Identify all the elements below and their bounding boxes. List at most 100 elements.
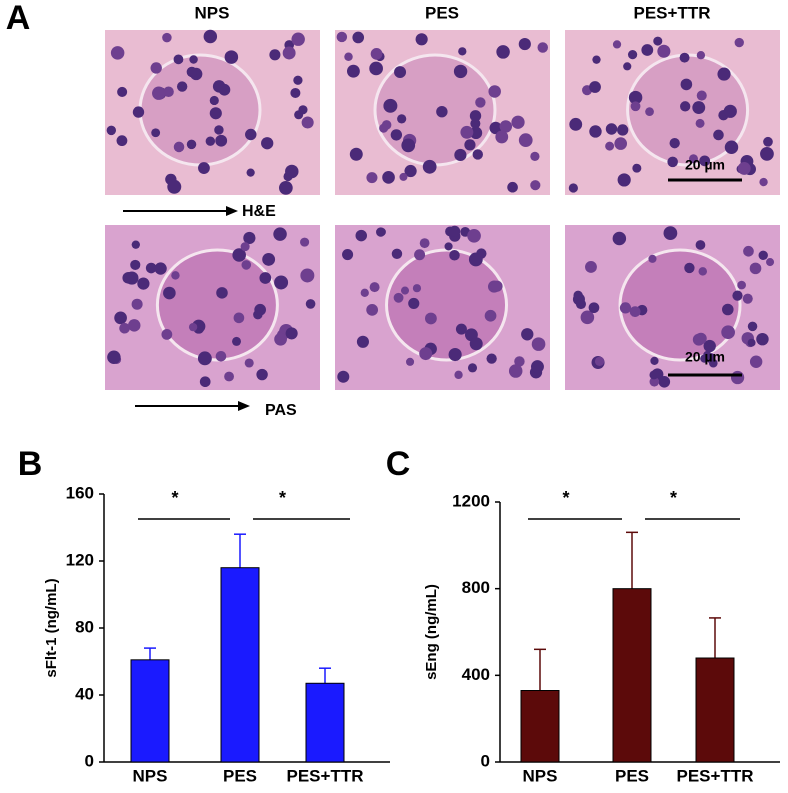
nucleus [369,61,383,76]
nucleus [232,336,242,346]
nucleus [152,86,166,100]
nucleus [401,138,416,153]
nucleus [650,356,659,365]
nucleus [747,321,758,332]
nucleus [518,37,531,51]
nucleus [669,137,680,149]
nucleus [162,32,172,43]
scale-bar-label: 20 µm [685,157,725,173]
nucleus [422,159,437,174]
nucleus [695,240,706,250]
y-tick-label: 40 [75,684,94,703]
nucleus [630,101,641,112]
nucleus [366,304,379,316]
nucleus [300,268,315,283]
nucleus [766,258,775,267]
nucleus [460,125,474,139]
nucleus [254,303,267,316]
nucleus [623,62,632,71]
nucleus [627,49,638,60]
nucleus [484,309,497,322]
y-tick-label: 400 [462,665,490,684]
nucleus [537,42,548,53]
nucleus [723,104,737,118]
nucleus [106,125,117,136]
panel-label: C [386,445,411,483]
nucleus [696,90,707,101]
nucleus [209,107,222,120]
nucleus [688,154,698,164]
nucleus [285,327,298,340]
y-axis-label: sFlt-1 (ng/mL) [43,578,60,677]
nucleus [467,228,481,243]
nucleus [496,45,510,59]
nucleus [116,135,128,147]
nucleus [132,106,145,118]
column-title: NPS [195,3,230,22]
significance-label: * [670,488,677,508]
nucleus [381,120,392,130]
nucleus [464,139,476,151]
nucleus [244,358,254,368]
nucleus [415,33,428,46]
arrow-head [226,206,238,216]
nucleus [612,40,622,49]
y-tick-label: 0 [481,751,490,770]
nucleus [131,240,140,249]
nucleus [628,90,643,105]
nucleus [695,118,705,128]
nucleus [167,179,182,194]
nucleus [414,249,426,261]
y-tick-label: 120 [66,550,94,569]
significance-label: * [562,488,569,508]
nucleus [489,121,502,135]
nucleus [470,118,481,129]
nucleus [291,32,305,46]
nucleus [475,97,486,108]
nucleus [734,37,744,48]
nucleus [356,335,369,348]
nucleus [444,242,453,251]
nucleus [394,66,407,79]
nucleus [366,172,378,184]
bar [305,682,345,763]
nucleus [259,272,272,284]
nucleus [730,370,745,385]
nucleus [240,242,250,252]
nucleus [151,128,161,138]
nucleus [214,125,224,135]
nucleus [742,293,753,304]
glomerulus [385,248,509,362]
nucleus [346,64,360,78]
significance-label: * [171,488,178,508]
nucleus [218,83,231,96]
nucleus [448,347,462,362]
nucleus [400,286,410,295]
nucleus [186,66,198,78]
nucleus [454,370,463,380]
nucleus [404,164,417,178]
nucleus [369,282,380,293]
nucleus [469,126,483,140]
nucleus [696,51,706,60]
nucleus [749,262,762,275]
nucleus [114,311,127,325]
y-tick-label: 80 [75,617,94,636]
nucleus [122,271,135,284]
nucleus [300,237,310,247]
nucleus [467,363,478,373]
nucleus [580,310,595,325]
y-tick-label: 1200 [452,491,490,510]
nucleus [585,261,597,273]
nucleus [246,168,255,177]
nucleus [699,155,711,167]
nucleus [173,54,184,65]
nucleus [698,267,708,276]
nucleus [614,137,628,150]
nucleus [186,139,197,150]
nucleus [531,360,544,374]
nucleus [568,183,578,193]
nucleus [617,173,631,187]
significance-label: * [279,488,286,508]
nucleus [262,252,276,266]
